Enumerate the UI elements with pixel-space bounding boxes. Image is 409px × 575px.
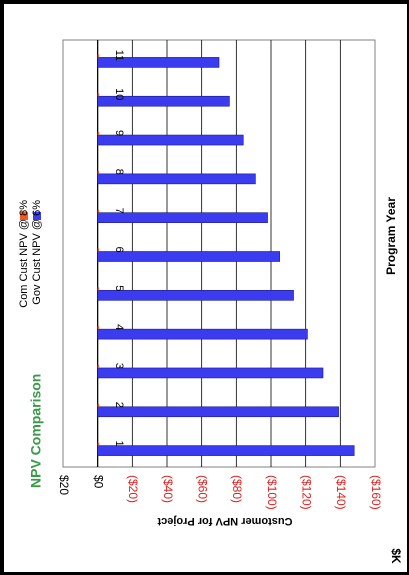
y-tick-label: ($100) (265, 475, 279, 510)
y-tick-label: ($140) (334, 475, 348, 510)
legend-label-com: Com Cust NPV @ 8% (18, 200, 30, 308)
legend-label-gov: Gov Cust NPV @ 6% (31, 200, 43, 305)
y-tick-label: $20 (57, 475, 71, 495)
legend-swatch-gov (33, 212, 41, 220)
com-bar (97, 209, 100, 213)
com-bar (97, 170, 100, 174)
y-tick-label: ($120) (299, 475, 313, 510)
gov-bar (97, 328, 308, 340)
x-tick-label: 2 (113, 402, 125, 408)
y-tick-label: ($60) (195, 475, 209, 503)
x-tick-label: 3 (113, 363, 125, 369)
x-tick-label: 5 (113, 285, 125, 291)
com-bar (97, 248, 100, 252)
gov-bar (97, 445, 355, 456)
y-tick-label: ($160) (369, 475, 383, 510)
unit-label: $K (389, 548, 403, 564)
y-tick-label: ($40) (161, 475, 175, 503)
x-tick-label: 4 (113, 324, 125, 330)
y-axis-title: Customer NPV for Project (157, 515, 292, 527)
y-tick-label: ($80) (230, 475, 244, 503)
x-tick-label: 10 (113, 88, 125, 100)
com-bar (97, 326, 100, 330)
x-tick-label: 6 (113, 246, 125, 252)
gov-bar (97, 367, 324, 379)
chart-title: NPV Comparison (28, 374, 44, 488)
x-tick-label: 11 (113, 50, 125, 61)
y-tick-label: ($20) (126, 475, 140, 503)
gov-bar (97, 57, 220, 68)
com-bar (97, 287, 100, 291)
com-bar (97, 132, 100, 136)
com-bar (97, 364, 100, 368)
com-bar (97, 403, 100, 407)
gov-bar (97, 95, 230, 107)
legend-swatch-com (20, 212, 28, 220)
y-tick-label: $0 (91, 475, 105, 489)
x-tick-label: 9 (113, 130, 125, 136)
com-bar (97, 54, 100, 58)
gov-bar (97, 290, 294, 301)
x-tick-label: 7 (113, 208, 125, 214)
x-tick-label: 1 (113, 441, 125, 447)
gov-bar (97, 134, 244, 146)
com-bar (97, 442, 100, 446)
gov-bar (97, 406, 339, 418)
gov-bar (97, 173, 256, 185)
x-tick-label: 8 (113, 169, 125, 175)
gov-bar (97, 251, 280, 262)
x-axis-title: Program Year (384, 197, 398, 275)
com-bar (97, 93, 100, 97)
gov-bar (97, 212, 268, 223)
